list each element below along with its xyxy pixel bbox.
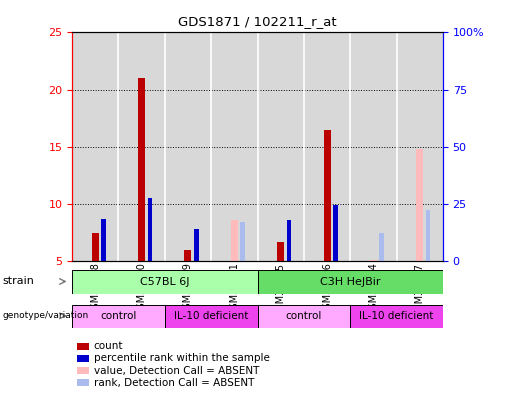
Text: control: control	[286, 311, 322, 321]
Bar	[380, 232, 384, 261]
Bar	[72, 270, 258, 294]
Bar	[323, 130, 331, 261]
Bar	[370, 260, 377, 261]
Bar	[241, 222, 245, 261]
Bar	[184, 250, 192, 261]
Text: C57BL 6J: C57BL 6J	[140, 277, 190, 287]
Text: value, Detection Call = ABSENT: value, Detection Call = ABSENT	[94, 366, 259, 375]
Text: genotype/variation: genotype/variation	[3, 311, 89, 320]
Text: IL-10 deficient: IL-10 deficient	[359, 311, 434, 321]
Bar	[148, 198, 152, 261]
Bar	[426, 210, 431, 261]
Text: rank, Detection Call = ABSENT: rank, Detection Call = ABSENT	[94, 378, 254, 388]
Bar	[416, 149, 423, 261]
Bar	[92, 232, 99, 261]
Text: count: count	[94, 341, 123, 351]
Bar	[333, 205, 338, 261]
Text: C3H HeJBir: C3H HeJBir	[320, 277, 381, 287]
Text: IL-10 deficient: IL-10 deficient	[174, 311, 248, 321]
Text: percentile rank within the sample: percentile rank within the sample	[94, 354, 270, 363]
Title: GDS1871 / 102211_r_at: GDS1871 / 102211_r_at	[178, 15, 337, 28]
Bar	[101, 219, 106, 261]
Bar	[287, 220, 291, 261]
Bar	[350, 305, 443, 328]
Bar	[231, 220, 238, 261]
Bar	[258, 270, 443, 294]
Text: strain: strain	[3, 277, 35, 286]
Bar	[138, 78, 145, 261]
Bar	[277, 242, 284, 261]
Bar	[165, 305, 258, 328]
Text: control: control	[100, 311, 136, 321]
Bar	[72, 305, 165, 328]
Bar	[194, 229, 199, 261]
Bar	[258, 305, 350, 328]
